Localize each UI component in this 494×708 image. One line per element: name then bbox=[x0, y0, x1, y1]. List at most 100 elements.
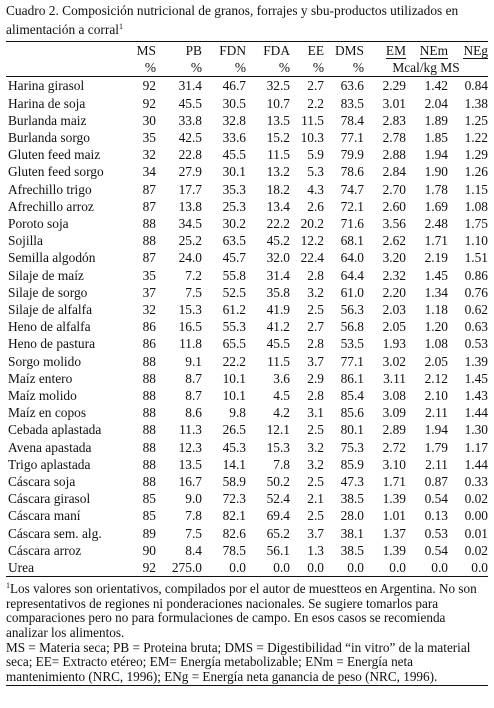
row-label: Sorgo molido bbox=[8, 353, 82, 369]
row-label: Heno de alfalfa bbox=[8, 319, 91, 335]
cell-fda: 50.2 bbox=[266, 474, 290, 490]
cell-nem: 0.87 bbox=[424, 474, 448, 490]
table-row: Cáscara soja 88 16.7 58.9 50.2 2.5 47.3 1.71 0.8… bbox=[6, 473, 488, 490]
cell-fdn: 61.2 bbox=[222, 302, 246, 318]
cell-ee: 2.5 bbox=[307, 474, 324, 490]
cell-fda: 65.2 bbox=[266, 525, 290, 541]
row-label: Cáscara maní bbox=[8, 508, 81, 524]
cell-em: 2.78 bbox=[382, 130, 406, 146]
cell-ee: 10.3 bbox=[300, 130, 324, 146]
table-row: Semilla algodón 87 24.0 45.7 32.0 22.4 64.0 3.2… bbox=[6, 249, 488, 266]
cell-fda: 0.0 bbox=[246, 559, 290, 578]
cell-neg: 1.10 bbox=[464, 233, 488, 249]
cell-fda: 11.5 bbox=[267, 147, 290, 163]
row-label: Harina de soja bbox=[8, 95, 86, 111]
col-nem: NEm bbox=[419, 43, 448, 59]
row-label: Gluten feed maiz bbox=[8, 147, 101, 163]
cell-pb: 7.5 bbox=[185, 284, 202, 300]
row-label: Trigo aplastada bbox=[8, 456, 91, 472]
unit-ee: % bbox=[290, 59, 324, 78]
row-label: Semilla algodón bbox=[8, 250, 96, 266]
cell-fda: 52.4 bbox=[266, 491, 290, 507]
abbreviations: MS = Materia seca; PB = Proteina bruta; … bbox=[6, 640, 488, 687]
row-label: Silaje de sorgo bbox=[8, 284, 88, 300]
cell-ee: 20.2 bbox=[300, 216, 324, 232]
top-rule bbox=[6, 41, 488, 42]
cell-dms: 75.3 bbox=[340, 439, 364, 455]
cell-em: 3.20 bbox=[382, 250, 406, 266]
cell-pb: 8.6 bbox=[185, 405, 202, 421]
row-label: Gluten feed sorgo bbox=[8, 164, 104, 180]
cell-nem: 1.94 bbox=[424, 422, 448, 438]
table-row: Cáscara girasol 85 9.0 72.3 52.4 2.1 38.5 1.39 0… bbox=[6, 490, 488, 507]
unit-fda: % bbox=[246, 59, 290, 78]
cell-fda: 56.1 bbox=[266, 542, 290, 558]
cell-fdn: 30.5 bbox=[222, 95, 246, 111]
cell-neg: 1.30 bbox=[464, 422, 488, 438]
cell-neg: 1.45 bbox=[464, 370, 488, 386]
cell-neg: 1.08 bbox=[464, 198, 488, 214]
cell-fda: 13.2 bbox=[266, 164, 290, 180]
cell-ee: 2.5 bbox=[307, 508, 324, 524]
cell-neg: 0.53 bbox=[464, 336, 488, 352]
table-row: Maíz entero 88 8.7 10.1 3.6 2.9 86.1 3.11 2.12 1.… bbox=[6, 370, 488, 387]
cell-neg: 0.84 bbox=[464, 78, 488, 94]
cell-ee: 2.5 bbox=[307, 302, 324, 318]
cell-ms: 32 bbox=[142, 147, 156, 163]
cell-em: 2.89 bbox=[382, 422, 406, 438]
row-label: Sojilla bbox=[8, 233, 43, 249]
cell-ee: 4.3 bbox=[307, 181, 324, 197]
cell-fdn: 46.7 bbox=[222, 78, 246, 94]
cell-neg: 1.38 bbox=[464, 95, 488, 111]
cell-ee: 1.3 bbox=[307, 542, 324, 558]
cell-em: 2.72 bbox=[382, 439, 406, 455]
cell-pb: 17.7 bbox=[178, 181, 202, 197]
cell-em: 3.56 bbox=[382, 216, 406, 232]
cell-fda: 13.4 bbox=[266, 198, 290, 214]
col-pb: PB bbox=[185, 43, 202, 58]
cell-nem: 2.19 bbox=[424, 250, 448, 266]
cell-ms: 88 bbox=[142, 370, 156, 386]
cell-nem: 1.79 bbox=[424, 439, 448, 455]
cell-em: 3.10 bbox=[382, 456, 406, 472]
cell-dms: 61.0 bbox=[340, 284, 364, 300]
table-row: Cáscara maní 85 7.8 82.1 69.4 2.5 28.0 1.01 0.13… bbox=[6, 507, 488, 524]
cell-em: 3.02 bbox=[382, 353, 406, 369]
cell-fdn: 26.5 bbox=[222, 422, 246, 438]
cell-fdn: 0.0 bbox=[202, 559, 246, 578]
unit-ms: % bbox=[130, 59, 156, 78]
nutrition-table: MS PB FDN FDA EE DMS EM NEm NEg % % % % … bbox=[6, 42, 488, 578]
cell-pb: 22.8 bbox=[178, 147, 202, 163]
cell-dms: 64.4 bbox=[340, 267, 364, 283]
cell-dms: 83.5 bbox=[340, 95, 364, 111]
cell-dms: 53.5 bbox=[340, 336, 364, 352]
cell-dms: 85.4 bbox=[340, 388, 364, 404]
col-neg: NEg bbox=[463, 43, 488, 59]
cell-neg: 1.39 bbox=[464, 353, 488, 369]
cell-pb: 15.3 bbox=[178, 302, 202, 318]
cell-dms: 85.6 bbox=[340, 405, 364, 421]
footnote-text: Los valores son orientativos, compilados… bbox=[6, 581, 477, 641]
cell-fda: 11.5 bbox=[267, 353, 290, 369]
cell-ms: 90 bbox=[142, 542, 156, 558]
cell-nem: 2.10 bbox=[424, 388, 448, 404]
cell-ms: 32 bbox=[142, 302, 156, 318]
cell-nem: 0.54 bbox=[424, 542, 448, 558]
cell-fda: 7.8 bbox=[273, 456, 290, 472]
cell-ms: 37 bbox=[142, 284, 156, 300]
table-caption: Cuadro 2. Composición nutricional de gra… bbox=[6, 3, 488, 38]
cell-em: 1.39 bbox=[382, 542, 406, 558]
cell-em: 2.83 bbox=[382, 112, 406, 128]
row-label: Afrechillo trigo bbox=[8, 181, 92, 197]
cell-dms: 72.1 bbox=[340, 198, 364, 214]
cell-neg: 1.29 bbox=[464, 147, 488, 163]
table-row: Urea 92 275.0 0.0 0.0 0.0 0.0 0.0 0.0 0.0 bbox=[6, 559, 488, 578]
cell-ms: 85 bbox=[142, 508, 156, 524]
row-label: Maíz molido bbox=[8, 388, 77, 404]
cell-ms: 35 bbox=[142, 267, 156, 283]
cell-ee: 2.6 bbox=[307, 198, 324, 214]
cell-ee: 2.9 bbox=[307, 370, 324, 386]
table-row: Gluten feed maiz 32 22.8 45.5 11.5 5.9 79.9 2.8… bbox=[6, 146, 488, 163]
table-row: Heno de alfalfa 86 16.5 55.3 41.2 2.7 56.8 2.05… bbox=[6, 318, 488, 335]
row-label: Urea bbox=[6, 559, 130, 578]
